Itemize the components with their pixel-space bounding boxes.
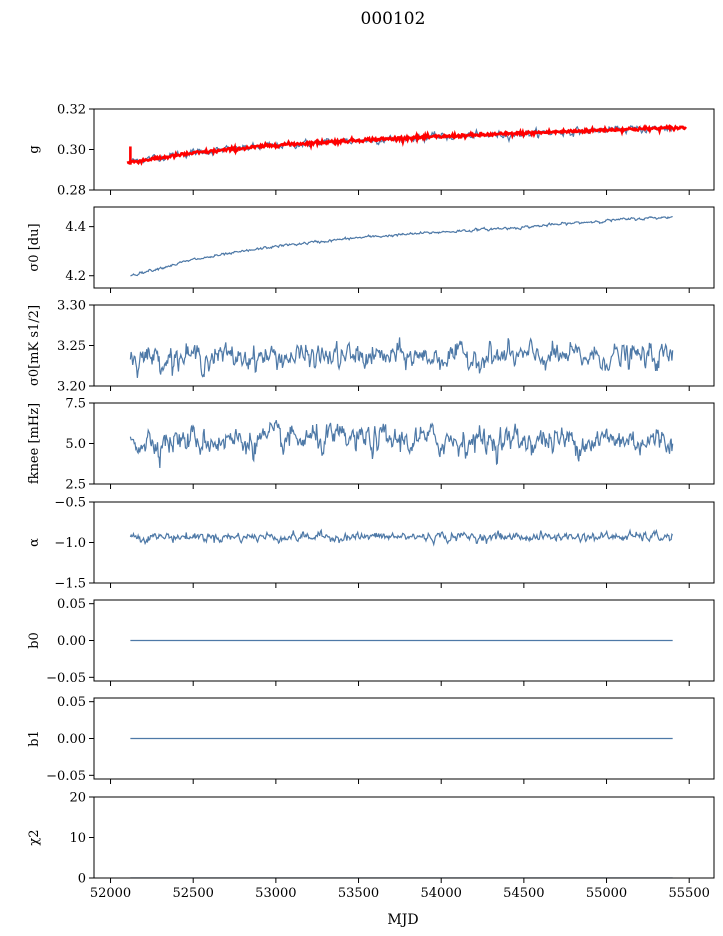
y-axis-label-3: σ0[mK s1/2]: [27, 305, 42, 386]
y-tick-label: 20: [69, 791, 86, 806]
y-tick-label: 0.32: [57, 103, 86, 118]
y-tick-label: −0.05: [46, 671, 86, 686]
y-tick-label: 0.05: [57, 695, 86, 710]
y-tick-label: 0.05: [57, 597, 86, 612]
axes-frame-5: [93, 501, 715, 584]
y-tick-label: 7.5: [65, 397, 86, 412]
y-tick-label: 4.2: [65, 269, 86, 284]
axes-frame-2: [93, 206, 715, 289]
x-tick-label: 55000: [586, 886, 627, 901]
panel-2: 4.2 4.4 σ0 [du]: [27, 206, 715, 293]
x-axis-label: MJD: [387, 912, 418, 928]
series-line-1-2: [126, 123, 687, 166]
y-axis-label-1: g: [27, 145, 42, 153]
axes-frame-8: [93, 796, 715, 879]
figure-title: 000102: [361, 9, 426, 29]
x-tick-label: 54000: [421, 886, 462, 901]
y-tick-label: 0: [78, 872, 86, 887]
y-tick-label: −0.5: [54, 496, 86, 511]
y-axis-label-5: α: [27, 538, 42, 547]
x-tick-label: 52000: [90, 886, 131, 901]
y-axis-label-6: b0: [27, 632, 42, 649]
panel-1: 0.28 0.30 0.32 g: [27, 103, 715, 199]
y-tick-label: 3.30: [57, 299, 86, 314]
y-tick-label: 4.4: [65, 220, 86, 235]
y-axis-label-4: fknee [mHz]: [27, 403, 42, 484]
y-tick-label: 0.00: [57, 634, 86, 649]
x-tick-label: 52500: [173, 886, 214, 901]
panel-5: −1.5 −1.0 −0.5 α: [27, 496, 715, 592]
panel-4: 2.5 5.0 7.5 fknee [mHz]: [27, 397, 715, 493]
y-axis-label-8: χ2: [27, 829, 42, 845]
y-tick-label: 2.5: [65, 478, 86, 493]
panel-7: −0.05 0.00 0.05 b1: [27, 695, 715, 784]
y-tick-label: −1.5: [54, 577, 86, 592]
series-line-3-1: [129, 337, 674, 378]
x-tick-label: 53500: [338, 886, 379, 901]
x-tick-label: 55500: [669, 886, 710, 901]
y-tick-label: −1.0: [54, 536, 86, 551]
axes-frame-3: [93, 304, 715, 387]
y-tick-label: 0.30: [57, 143, 86, 158]
y-tick-label: −0.05: [46, 769, 86, 784]
y-tick-label: 10: [69, 831, 86, 846]
panel-3: 3.20 3.25 3.30 σ0[mK s1/2]: [27, 299, 715, 395]
series-line-2-1: [130, 215, 673, 277]
y-tick-label: 5.0: [65, 437, 86, 452]
series-line-5-1: [129, 528, 674, 547]
y-tick-label: 3.25: [57, 339, 86, 354]
y-axis-label-2: σ0 [du]: [27, 223, 42, 271]
y-axis-label-7: b1: [27, 730, 42, 747]
y-tick-label: 3.20: [57, 380, 86, 395]
panel-8: 0 10 20 52000 52500 53000 53500 54000 54500 55000…: [27, 791, 715, 901]
panel-6: −0.05 0.00 0.05 b0: [27, 597, 715, 686]
y-tick-label: 0.00: [57, 732, 86, 747]
y-tick-label: 0.28: [57, 184, 86, 199]
x-tick-label: 53000: [255, 886, 296, 901]
x-tick-label: 54500: [503, 886, 544, 901]
series-line-4-1: [129, 419, 674, 468]
axes-frame-1: [93, 108, 715, 191]
